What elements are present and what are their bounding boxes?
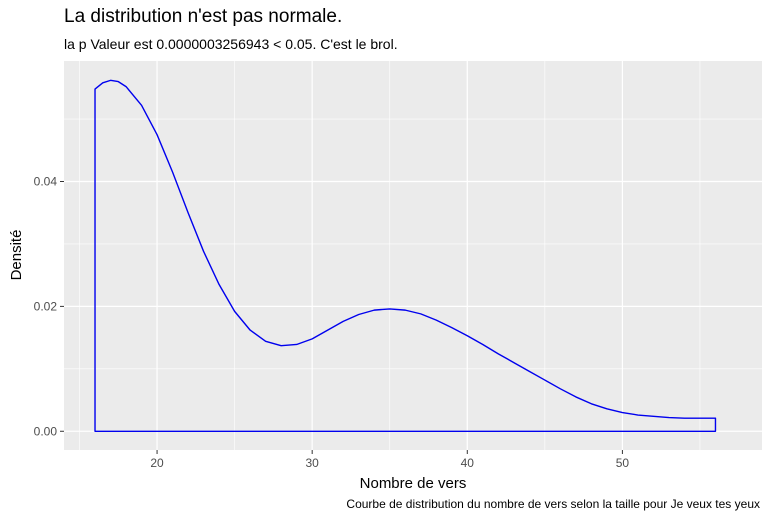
x-tick-label: 30 [305, 456, 319, 470]
y-tick-label: 0.04 [34, 175, 58, 189]
chart-caption: Courbe de distribution du nombre de vers… [346, 497, 760, 511]
x-axis: 20 30 40 50 [150, 450, 629, 470]
minor-gridlines [64, 61, 762, 450]
y-tick-label: 0.00 [34, 424, 58, 438]
plot-panel [64, 61, 762, 450]
x-tick-label: 20 [150, 456, 164, 470]
chart-title: La distribution n'est pas normale. [64, 6, 343, 27]
x-tick-label: 40 [461, 456, 475, 470]
density-curve [94, 79, 717, 432]
y-axis: 0.00 0.02 0.04 [34, 175, 64, 438]
chart-subtitle: la p Valeur est 0.0000003256943 < 0.05. … [64, 36, 398, 52]
y-tick-label: 0.02 [34, 299, 58, 313]
x-tick-label: 50 [616, 456, 630, 470]
series-layer [94, 79, 717, 432]
y-axis-label: Densité [8, 230, 25, 281]
x-axis-label: Nombre de vers [360, 475, 467, 492]
